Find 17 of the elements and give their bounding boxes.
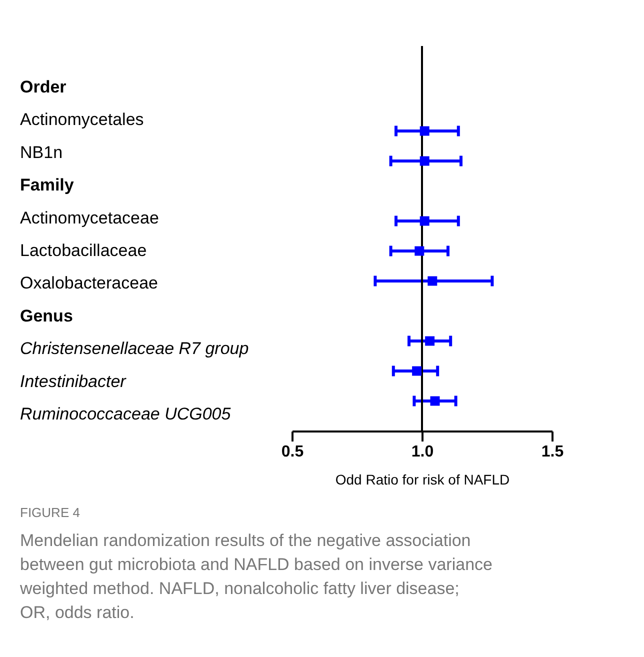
y-tick-label: Lactobacillaceae [20,241,147,260]
y-tick-label: Intestinibacter [20,372,128,391]
x-tick-label: 1.0 [411,444,434,460]
y-tick-label: NB1n [20,142,63,162]
y-tick-label: Actinomycetaceae [20,208,159,228]
y-tick-label: Family [20,176,74,195]
y-tick-label: Actinomycetales [20,110,144,130]
y-tick-label: Order [20,77,67,96]
y-tick-label: Ruminococcaceae UCG005 [20,404,232,424]
x-tick-label: 1.5 [541,444,564,460]
caption: FIGURE 4 [20,505,80,520]
x-tick-label: 0.5 [281,444,304,460]
y-tick-label: Christensenellaceae R7 group [20,339,249,358]
x-axis-title: Odd Ratio for risk of NAFLD [335,472,510,488]
y-tick-label: Oxalobacteraceae [20,274,158,293]
text: Mendelian randomization results of the negative association between gut microbiota and NAFLD based on inverse variance weighted method. NAFLD, nonalcoholic fatty liver disease; OR, odds ratio. [19,531,492,622]
y-tick-label: Genus [20,306,73,326]
